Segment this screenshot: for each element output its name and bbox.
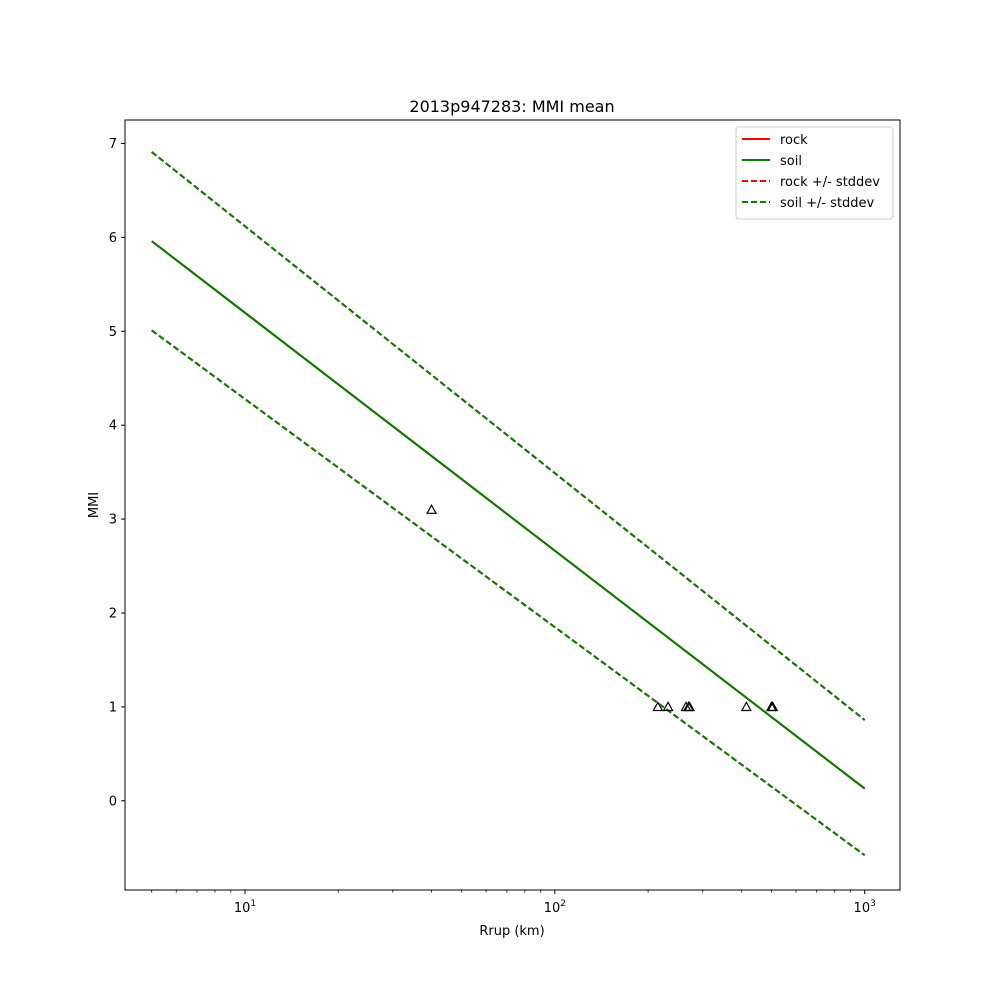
chart-title: 2013p947283: MMI mean xyxy=(409,97,614,116)
observation-point xyxy=(740,701,752,712)
y-tick-label: 7 xyxy=(109,137,117,152)
x-tick-label: 103 xyxy=(854,899,876,916)
legend-box xyxy=(735,126,894,220)
series-soil-stddev-line xyxy=(151,151,866,721)
plot-area xyxy=(151,151,866,857)
y-axis: 0 1 2 3 4 5 6 7 xyxy=(109,137,125,809)
legend: rock soil rock +/- stddev soil +/- stddev xyxy=(735,126,894,220)
x-axis-label: Rrup (km) xyxy=(479,924,544,939)
x-axis: 101 102 103 xyxy=(151,890,876,916)
legend-label: soil xyxy=(780,154,802,169)
y-axis-label: MMI xyxy=(87,492,102,518)
y-tick-label: 0 xyxy=(109,794,117,809)
legend-label: rock +/- stddev xyxy=(780,175,880,190)
series-soil-stddev-lower-line xyxy=(151,329,866,857)
y-tick-label: 5 xyxy=(109,325,117,340)
x-tick-label: 102 xyxy=(544,899,566,916)
y-tick-label: 2 xyxy=(109,606,117,621)
y-tick-label: 4 xyxy=(109,419,117,434)
observation-point xyxy=(683,701,696,712)
series-soil-line xyxy=(151,240,866,790)
y-tick-label: 1 xyxy=(109,700,117,715)
x-tick-label: 101 xyxy=(234,899,256,916)
legend-label: soil +/- stddev xyxy=(780,196,875,211)
observation-point xyxy=(767,701,779,712)
y-tick-label: 3 xyxy=(109,513,117,528)
observation-point xyxy=(426,503,438,514)
y-tick-label: 6 xyxy=(109,231,117,246)
legend-label: rock xyxy=(780,133,808,148)
observation-point xyxy=(652,701,664,712)
plot-frame xyxy=(124,119,901,891)
observation-point xyxy=(662,701,674,712)
